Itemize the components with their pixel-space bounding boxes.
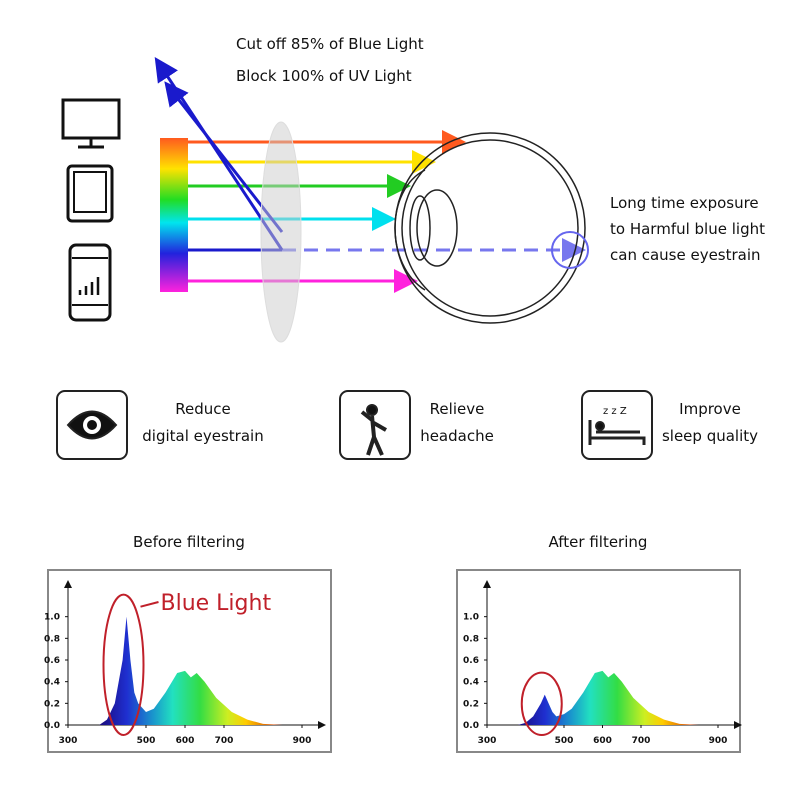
spectrum-area [99, 616, 283, 725]
benefit-line: Improve [679, 400, 741, 418]
header-line: Cut off 85% of Blue Light [236, 35, 424, 53]
benefit-line: Relieve [430, 400, 485, 418]
note-line: to Harmful blue light [610, 220, 765, 238]
lens [260, 121, 302, 343]
benefit-line: sleep quality [662, 427, 758, 445]
annotation-leader [140, 601, 159, 608]
x-tick-label: 900 [293, 736, 312, 746]
y-tick-label: 0.4 [463, 678, 479, 688]
chart-frame [47, 569, 332, 753]
x-tick-label: 600 [176, 736, 195, 746]
chart-title: Before filtering [133, 533, 245, 551]
x-tick-label: 600 [593, 736, 612, 746]
note-line: can cause eyestrain [610, 246, 761, 264]
blue-highlight [102, 593, 145, 736]
benefit-line: digital eyestrain [142, 427, 263, 445]
header-line: Block 100% of UV Light [236, 67, 412, 85]
x-tick-label: 900 [709, 736, 728, 746]
eye [394, 132, 589, 324]
y-tick-label: 0.0 [44, 721, 60, 731]
x-tick-label: 500 [555, 736, 574, 746]
devices [61, 98, 121, 322]
y-tick-label: 0.6 [44, 656, 60, 666]
y-tick-label: 0.2 [463, 699, 479, 709]
x-tick-label: 700 [632, 736, 651, 746]
x-tick-label: 300 [59, 736, 78, 746]
svg-text:z z Z: z z Z [603, 406, 627, 417]
blue-highlight [520, 671, 563, 736]
benefit-line: headache [420, 427, 494, 445]
x-tick-label: 700 [215, 736, 234, 746]
note-line: Long time exposure [610, 194, 759, 212]
y-tick-label: 1.0 [44, 613, 60, 623]
x-tick-label: 300 [478, 736, 497, 746]
chart-frame [456, 569, 741, 753]
spectrum-area [517, 670, 699, 725]
y-tick-label: 0.8 [463, 634, 479, 644]
spectrum-bar [160, 138, 188, 292]
chart-title: After filtering [549, 533, 648, 551]
y-tick-label: 0.0 [463, 721, 479, 731]
y-tick-label: 0.6 [463, 656, 479, 666]
y-tick-label: 1.0 [463, 613, 479, 623]
benefit-icons: z z Z [56, 390, 653, 460]
y-tick-label: 0.4 [44, 678, 60, 688]
y-tick-label: 0.8 [44, 634, 60, 644]
y-tick-label: 0.2 [44, 699, 60, 709]
annotation: Blue Light [161, 591, 272, 616]
benefit-line: Reduce [175, 400, 230, 418]
light-rays [154, 56, 586, 293]
x-tick-label: 500 [137, 736, 156, 746]
